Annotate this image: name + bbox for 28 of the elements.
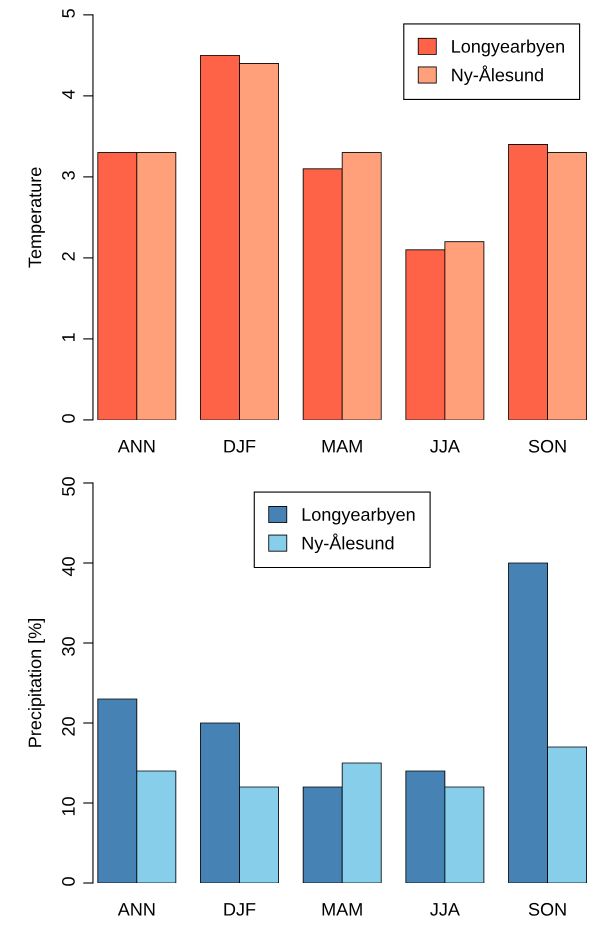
x-tick-label: MAM — [322, 903, 362, 916]
y-tick-label: 5 — [62, 9, 75, 18]
y-tick-label: 4 — [62, 90, 75, 99]
x-tick-label: JJA — [430, 440, 460, 453]
legend-label: Longyearbyen — [452, 40, 564, 56]
x-tick-label: DJF — [224, 440, 256, 453]
y-tick-label: 30 — [62, 637, 75, 656]
x-tick-label: SON — [528, 902, 566, 916]
y-axis-title: Temperature — [28, 168, 45, 268]
y-tick-label: 40 — [62, 557, 75, 576]
y-axis-title: Precipitation [%] — [28, 619, 45, 747]
x-tick-label: MAM — [322, 440, 362, 452]
y-tick-label: 1 — [62, 333, 75, 342]
x-tick-label: SON — [528, 440, 566, 453]
legend-label: Ny-Ålesund — [452, 65, 543, 85]
y-tick-label: 2 — [62, 252, 75, 260]
y-tick-label: 0 — [62, 877, 75, 886]
legend-label: Ny-Ålesund — [302, 534, 394, 554]
x-tick-label: JJA — [430, 903, 460, 916]
y-tick-label: 50 — [62, 477, 75, 496]
y-tick-label: 20 — [62, 717, 75, 736]
y-tick-label: 10 — [62, 797, 75, 816]
x-tick-label: DJF — [224, 903, 256, 916]
x-tick-label: ANN — [118, 440, 154, 452]
y-tick-label: 0 — [62, 414, 75, 423]
x-tick-label: ANN — [118, 903, 154, 916]
legend-label: Longyearbyen — [302, 508, 414, 524]
y-tick-label: 3 — [62, 171, 75, 180]
